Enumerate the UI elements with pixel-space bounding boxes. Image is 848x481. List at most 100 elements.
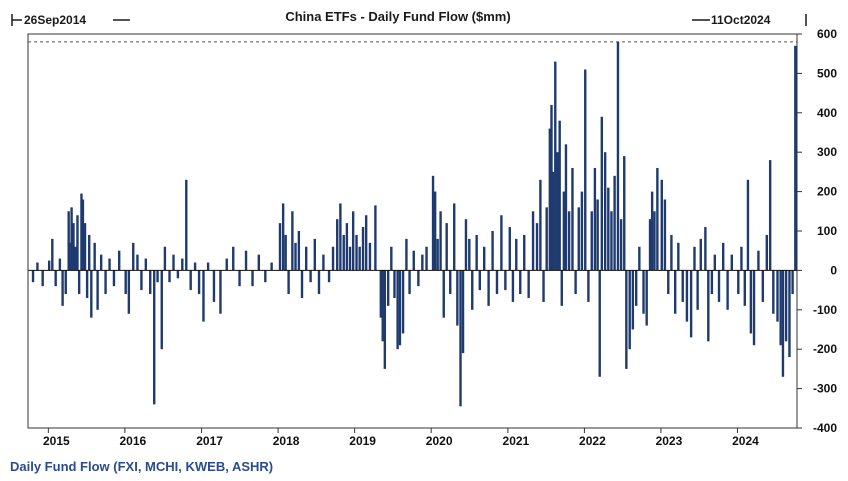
flow-bar <box>681 270 684 302</box>
flow-bar <box>772 270 775 314</box>
flow-bar <box>603 152 607 271</box>
flow-bar <box>475 234 478 271</box>
flow-bar <box>453 203 456 271</box>
flow-bar <box>653 211 656 271</box>
y-tick-label: 400 <box>817 106 837 120</box>
flow-bar <box>459 270 462 407</box>
flow-bar <box>291 211 294 271</box>
flow-bar <box>628 270 631 350</box>
flow-bar <box>67 211 70 271</box>
flow-bar <box>140 270 143 291</box>
flow-bar <box>515 238 518 271</box>
flow-bar <box>88 234 91 271</box>
flow-bar <box>593 167 597 271</box>
flow-bar <box>193 262 197 271</box>
flow-bar <box>47 260 51 271</box>
flow-bar <box>351 211 355 271</box>
flow-bar <box>117 250 121 271</box>
flow-bar <box>64 270 67 295</box>
flow-bar <box>642 270 645 314</box>
flow-bar <box>212 270 216 302</box>
start-date-label: 26Sep2014 <box>24 13 86 27</box>
y-tick-label: 600 <box>817 27 837 41</box>
flow-bar <box>757 250 760 271</box>
flow-bar <box>185 179 188 271</box>
flow-bar <box>619 219 623 271</box>
flow-bar <box>449 270 452 295</box>
flow-bar <box>656 167 659 271</box>
flow-bar <box>791 270 794 295</box>
flow-bar <box>361 227 365 271</box>
flow-bar <box>305 246 308 271</box>
flow-bar <box>189 270 192 291</box>
flow-bar <box>616 41 620 271</box>
flow-bar <box>294 242 297 271</box>
flow-bar <box>379 270 383 318</box>
flow-bar <box>386 270 390 306</box>
flow-bar <box>36 262 39 271</box>
flow-bar <box>740 246 743 271</box>
flow-bar <box>468 238 471 271</box>
flow-bar <box>439 211 442 271</box>
flow-bar <box>707 270 710 342</box>
flow-bar <box>61 270 64 306</box>
flow-bar <box>539 179 542 271</box>
flow-bar <box>545 207 548 271</box>
flow-bar <box>461 270 465 354</box>
flow-bar <box>153 270 156 405</box>
flow-bar <box>58 258 62 271</box>
flow-bar <box>396 270 399 350</box>
flow-bar <box>31 270 35 283</box>
flow-bar <box>257 254 261 271</box>
flow-bar <box>374 205 377 271</box>
flow-bar <box>508 227 511 271</box>
flow-bar <box>765 234 769 271</box>
flow-bar <box>610 211 613 271</box>
flow-bar <box>104 270 107 295</box>
flow-bar <box>607 187 610 271</box>
flow-bar <box>535 223 539 271</box>
flow-bar <box>487 270 490 306</box>
flow-bar <box>743 270 746 306</box>
y-tick-label: 300 <box>817 145 837 159</box>
flow-bar <box>168 270 171 283</box>
flow-bar <box>554 61 557 271</box>
flow-bar <box>51 238 54 271</box>
flow-bar <box>202 270 205 322</box>
flow-bar <box>567 211 571 271</box>
end-date-marker: 11Oct2024 <box>692 13 807 27</box>
flow-bar <box>713 254 717 271</box>
flow-bar <box>693 246 696 271</box>
flow-bar <box>689 270 693 338</box>
flow-bar <box>70 207 73 271</box>
flow-bar <box>511 270 515 302</box>
flow-bar <box>562 191 566 271</box>
flow-bar <box>176 270 180 279</box>
flow-bar <box>93 242 96 271</box>
y-tick-label: 0 <box>830 263 837 277</box>
x-tick-label: 2018 <box>273 434 300 448</box>
flow-bar <box>124 270 127 295</box>
legend-series-label: Daily Fund Flow (FXI, MCHI, KWEB, ASHR) <box>10 459 273 474</box>
flow-bar <box>746 179 750 271</box>
flow-bar <box>383 270 387 369</box>
flow-bar <box>99 254 103 271</box>
y-tick-label: -200 <box>813 342 837 356</box>
flow-bar <box>408 270 411 295</box>
flow-bar <box>542 270 545 302</box>
x-tick-label: 2023 <box>656 434 683 448</box>
flow-bar <box>74 246 77 271</box>
flow-bar <box>431 175 435 271</box>
flow-bar <box>638 246 641 271</box>
flow-bar <box>781 270 785 377</box>
flow-bar <box>41 270 44 287</box>
flow-bar <box>96 270 99 310</box>
flow-bar <box>784 270 788 342</box>
flow-bar <box>730 254 733 271</box>
flow-bar <box>600 116 604 271</box>
plot-area-frame <box>27 33 798 429</box>
flow-bar <box>132 242 135 271</box>
flow-bar <box>393 270 396 298</box>
flow-bar <box>500 215 503 271</box>
flow-bar <box>673 270 677 314</box>
